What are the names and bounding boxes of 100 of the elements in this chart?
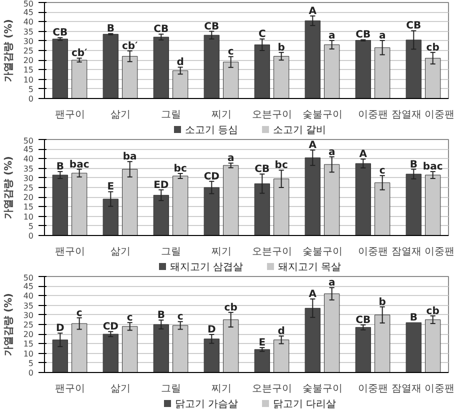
y-tick-label: 15 [23,202,34,212]
data-label: c [126,312,133,324]
y-tick-label: 20 [23,193,34,202]
data-label: bc [274,160,288,172]
legend-label: 소고기 갈비 [273,125,326,136]
data-label: ba [122,152,137,163]
x-tick-label: 잠열재 이중팬 [391,246,455,258]
y-tick-label: 45 [23,8,34,18]
y-tick-label: 25 [23,184,34,192]
data-label: D [208,324,216,336]
data-label: A [308,288,317,300]
y-tick-label: 50 [23,274,34,282]
y-tick-label: 45 [23,145,34,154]
y-tick-label: 30 [23,36,34,46]
y-tick-label: 35 [23,301,34,310]
data-label: CB [52,28,68,39]
data-label: E [107,182,114,193]
x-tick-label: 이중팬 [358,384,388,394]
y-tick-label: 35 [23,164,34,174]
y-axis-title: 가열감량 (%) [3,293,14,356]
y-tick-label: 25 [23,320,34,330]
y-tick-label: 30 [23,174,34,183]
data-label: B [410,159,418,170]
data-label: CB [154,24,169,36]
data-label: CB [406,20,422,32]
x-tick-label: 찌기 [211,246,232,258]
legend-label: 닭고기 가슴살 [174,399,238,410]
data-label: d [278,326,285,338]
x-tick-label: 팬구이 [54,246,85,258]
data-label: C [258,28,266,40]
y-tick-label: 0 [28,368,34,378]
x-tick-label: 오븐구이 [252,110,292,120]
legend-label: 소고기 등심 [184,125,238,136]
y-tick-label: 5 [28,222,34,231]
data-label: E [258,338,266,349]
data-label: a [328,278,336,289]
data-label: a [378,30,386,42]
x-tick-label: 잠열재 이중팬 [391,110,455,120]
x-tick-label: 찌기 [211,110,232,120]
x-tick-label: 숯불구이 [302,384,342,394]
y-tick-label: 5 [28,84,34,94]
legend-label: 닭고기 다리살 [273,399,336,410]
y-tick-label: 10 [23,75,34,84]
data-label: bac [422,162,443,173]
x-tick-label: 찌기 [211,384,232,394]
data-label: CB [204,21,220,32]
data-label: B [157,310,165,322]
data-label: b [378,296,386,308]
x-tick-label: 그릴 [160,384,181,394]
data-label: B [410,312,418,324]
y-tick-label: 40 [23,292,34,301]
x-tick-label: 그릴 [160,110,181,120]
y-tick-label: 50 [23,136,34,146]
data-label: b [278,42,285,54]
y-tick-label: 0 [28,94,34,104]
data-label: ED [154,180,169,191]
data-label: CD [102,322,118,333]
data-label: CD [204,171,220,182]
data-label: c [76,308,82,319]
data-label: B [56,162,64,173]
y-tick-label: 30 [23,310,34,320]
y-tick-label: 25 [23,46,34,56]
y-tick-label: 40 [23,154,34,164]
legend-label: 돼지고기 삼겹살 [170,262,243,273]
x-tick-label: 오븐구이 [252,384,292,394]
data-label: CB [356,314,371,326]
data-label: A [308,6,317,17]
data-label: a [328,146,336,158]
y-tick-label: 10 [23,349,34,358]
x-tick-label: 이중팬 [358,246,388,258]
x-tick-label: 그릴 [160,246,181,258]
legend-label: 돼지고기 목살 [278,262,342,273]
y-axis-title: 가열감량 (%) [3,19,14,82]
y-tick-label: 15 [23,340,34,349]
x-tick-label: 오븐구이 [252,246,292,258]
data-label: cb [426,42,440,54]
data-label: cb [426,306,440,317]
y-tick-label: 10 [23,212,34,222]
data-label: cb [224,302,238,314]
data-label: bc [174,163,187,174]
data-label: A [359,149,368,160]
data-label: cb′ [71,48,88,60]
x-tick-label: 팬구이 [54,110,85,120]
y-tick-label: 50 [23,0,34,8]
x-tick-label: 잠열재 이중팬 [391,384,455,394]
data-label: cb′ [122,40,138,52]
x-tick-label: 삶기 [110,246,130,258]
data-label: CB [356,30,371,41]
x-tick-label: 삶기 [110,110,130,120]
y-tick-label: 40 [23,18,34,27]
data-label: A [308,140,317,152]
x-tick-label: 삶기 [110,384,130,394]
data-label: a [328,30,336,42]
data-label: c [228,46,234,58]
y-tick-label: 0 [28,232,34,240]
data-label: c [177,312,184,323]
x-tick-label: 이중팬 [358,110,388,120]
data-label: B [106,24,114,35]
y-tick-label: 20 [23,56,34,66]
data-label: bac [69,159,90,170]
